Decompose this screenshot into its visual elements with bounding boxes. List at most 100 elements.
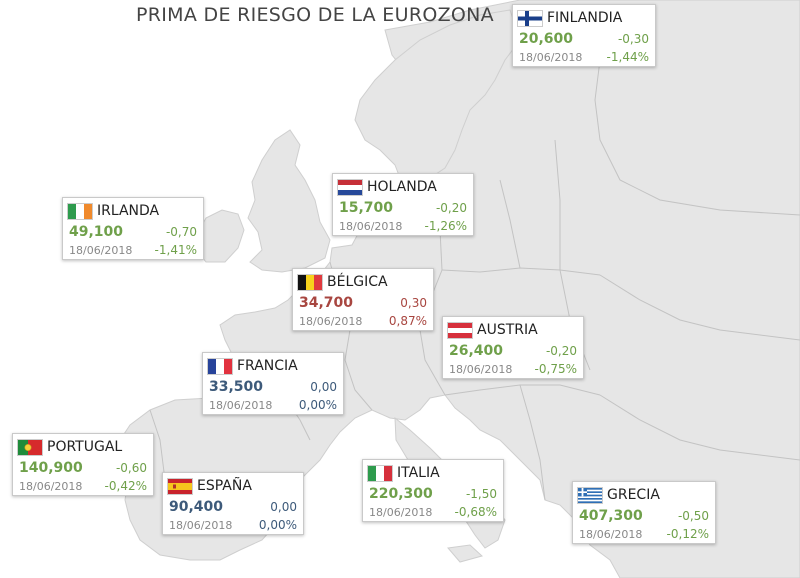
country-card-belgica[interactable]: BÉLGICA 34,700 0,30 18/06/2018 0,87% [292,268,434,331]
date-label: 18/06/2018 [519,51,583,64]
risk-premium-value: 20,600 [519,31,574,47]
country-card-austria[interactable]: AUSTRIA 26,400 -0,20 18/06/2018 -0,75% [442,316,584,379]
change-value: -0,50 [677,509,709,523]
card-header: HOLANDA [337,178,467,196]
risk-premium-value: 90,400 [169,499,224,515]
country-name: BÉLGICA [327,274,388,290]
date-row: 18/06/2018 -0,68% [367,505,497,519]
netherlands-flag-icon [337,178,367,196]
change-value: -1,50 [465,487,497,501]
risk-premium-value: 26,400 [449,343,504,359]
date-row: 18/06/2018 -1,26% [337,219,467,233]
change-value: 0,00 [310,380,337,394]
card-header: FRANCIA [207,357,337,375]
value-row: 15,700 -0,20 [337,200,467,216]
change-value: 0,00 [270,500,297,514]
date-label: 18/06/2018 [169,519,233,532]
country-card-grecia[interactable]: GRECIA 407,300 -0,50 18/06/2018 -0,12% [572,481,716,544]
finland-flag-icon [517,9,547,27]
change-percent: -1,44% [606,50,649,64]
change-value: 0,30 [400,296,427,310]
card-header: AUSTRIA [447,321,577,339]
date-label: 18/06/2018 [299,315,363,328]
date-row: 18/06/2018 -1,44% [517,50,649,64]
value-row: 34,700 0,30 [297,295,427,311]
greece-flag-icon [577,486,607,504]
change-percent: 0,00% [258,518,297,532]
country-name: AUSTRIA [477,322,538,338]
date-label: 18/06/2018 [19,480,83,493]
card-header: FINLANDIA [517,9,649,27]
change-percent: -0,75% [534,362,577,376]
card-header: PORTUGAL [17,438,147,456]
country-name: HOLANDA [367,179,437,195]
date-label: 18/06/2018 [369,506,433,519]
country-card-italia[interactable]: ITALIA 220,300 -1,50 18/06/2018 -0,68% [362,459,504,522]
spain-flag-icon [167,477,197,495]
country-card-irlanda[interactable]: IRLANDA 49,100 -0,70 18/06/2018 -1,41% [62,197,204,260]
change-value: -0,20 [545,344,577,358]
card-header: IRLANDA [67,202,197,220]
card-header: BÉLGICA [297,273,427,291]
value-row: 33,500 0,00 [207,379,337,395]
great-britain-landmass [247,129,331,273]
ireland-flag-icon [67,202,97,220]
risk-premium-value: 15,700 [339,200,394,216]
risk-premium-value: 407,300 [579,508,643,524]
value-row: 140,900 -0,60 [17,460,147,476]
country-name: GRECIA [607,487,660,503]
belgium-flag-icon [297,273,327,291]
date-label: 18/06/2018 [339,220,403,233]
date-label: 18/06/2018 [209,399,273,412]
change-percent: -1,41% [154,243,197,257]
risk-premium-value: 49,100 [69,224,124,240]
risk-premium-value: 34,700 [299,295,354,311]
change-value: -0,70 [165,225,197,239]
date-row: 18/06/2018 -0,42% [17,479,147,493]
card-header: ITALIA [367,464,497,482]
change-percent: -1,26% [424,219,467,233]
change-value: -0,20 [435,201,467,215]
country-card-finlandia[interactable]: FINLANDIA 20,600 -0,30 18/06/2018 -1,44% [512,4,656,67]
france-flag-icon [207,357,237,375]
country-name: PORTUGAL [47,439,123,455]
date-row: 18/06/2018 -0,12% [577,527,709,541]
date-row: 18/06/2018 -1,41% [67,243,197,257]
sicily-landmass [447,544,484,563]
card-header: GRECIA [577,486,709,504]
italy-flag-icon [367,464,397,482]
country-name: ITALIA [397,465,440,481]
change-percent: -0,68% [454,505,497,519]
value-row: 20,600 -0,30 [517,31,649,47]
austria-flag-icon [447,321,477,339]
country-name: ESPAÑA [197,478,252,494]
date-label: 18/06/2018 [449,363,513,376]
country-name: FRANCIA [237,358,298,374]
card-header: ESPAÑA [167,477,297,495]
country-card-holanda[interactable]: HOLANDA 15,700 -0,20 18/06/2018 -1,26% [332,173,474,236]
change-value: -0,30 [617,32,649,46]
risk-premium-value: 140,900 [19,460,83,476]
country-card-portugal[interactable]: PORTUGAL 140,900 -0,60 18/06/2018 -0,42% [12,433,154,496]
value-row: 407,300 -0,50 [577,508,709,524]
value-row: 26,400 -0,20 [447,343,577,359]
change-percent: 0,00% [298,398,337,412]
value-row: 220,300 -1,50 [367,486,497,502]
country-card-francia[interactable]: FRANCIA 33,500 0,00 18/06/2018 0,00% [202,352,344,415]
change-percent: 0,87% [388,314,427,328]
date-row: 18/06/2018 -0,75% [447,362,577,376]
change-percent: -0,12% [666,527,709,541]
change-value: -0,60 [115,461,147,475]
country-name: FINLANDIA [547,10,623,26]
date-label: 18/06/2018 [69,244,133,257]
value-row: 49,100 -0,70 [67,224,197,240]
date-label: 18/06/2018 [579,528,643,541]
map-title: PRIMA DE RIESGO DE LA EUROZONA [136,4,494,26]
risk-premium-value: 33,500 [209,379,264,395]
value-row: 90,400 0,00 [167,499,297,515]
portugal-flag-icon [17,438,47,456]
change-percent: -0,42% [104,479,147,493]
risk-premium-value: 220,300 [369,486,433,502]
date-row: 18/06/2018 0,87% [297,314,427,328]
country-card-espana[interactable]: ESPAÑA 90,400 0,00 18/06/2018 0,00% [162,472,304,535]
